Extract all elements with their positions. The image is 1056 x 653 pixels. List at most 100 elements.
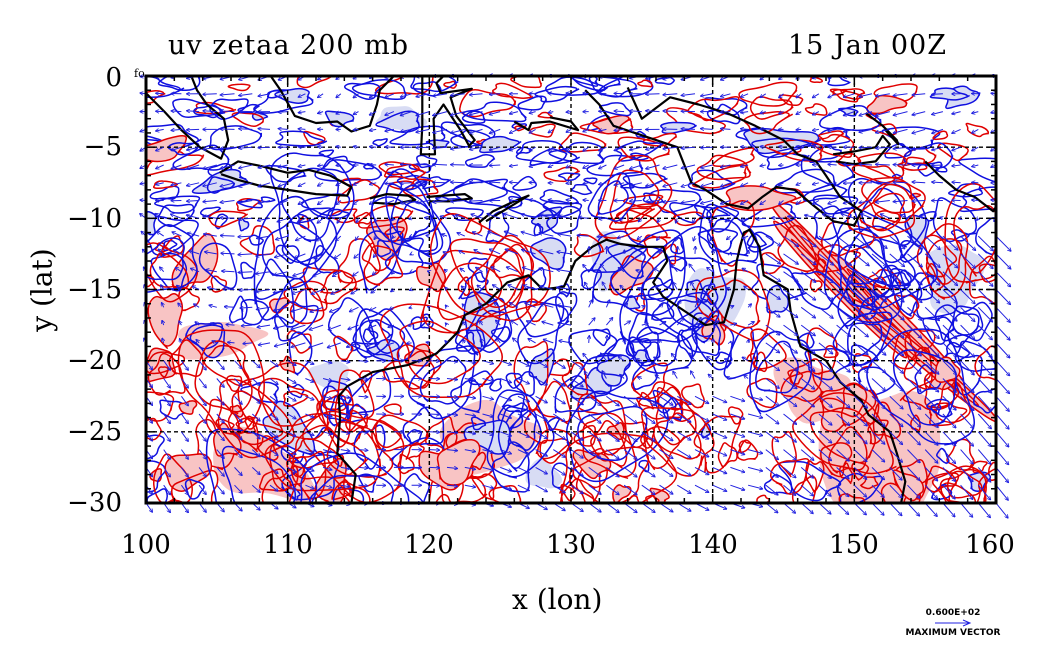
wind-vector [287,484,296,490]
wind-vector [694,431,709,439]
wind-vector [548,165,554,167]
wind-vector [269,395,278,402]
wind-vector [663,147,678,149]
wind-vector [779,93,784,98]
coastline-sulawesi [419,76,476,156]
wind-vector [318,165,324,166]
wind-vector [425,218,430,219]
wind-vector [322,431,332,435]
wind-vector [893,94,908,96]
wind-vector [429,450,439,451]
positive-vorticity-contour [484,248,526,309]
wind-vector [392,254,394,256]
wind-vector [180,413,188,424]
wind-vector [932,94,943,95]
wind-vector [741,112,749,113]
wind-vector [748,304,751,307]
wind-vector [274,324,288,328]
negative-vorticity-contour [513,371,535,397]
wind-vector [748,339,749,343]
negative-vorticity-contour [666,291,720,338]
wind-vector [204,234,217,237]
wind-vector [496,320,501,326]
wind-vector [521,232,536,237]
positive-vorticity-contour [940,482,977,503]
wind-vector [309,324,324,330]
wind-vector [220,94,235,95]
wind-vector [479,303,483,308]
wind-vector [358,379,368,380]
wind-vector [258,129,271,130]
wind-vector [178,303,182,308]
negative-vorticity-contour [512,175,537,191]
wind-vector [429,467,439,468]
wind-vector [180,484,188,495]
x-tick-label: 120 [404,530,454,560]
negative-vorticity-contour [425,139,450,148]
wind-vector [446,485,458,486]
wind-vector [730,413,744,419]
wind-vector [316,235,324,241]
wind-vector [694,413,709,421]
wind-vector [389,307,395,309]
wind-vector [416,147,430,148]
wind-vector [388,325,395,327]
wind-vector [305,378,314,383]
wind-vector [509,303,519,308]
wind-vector [671,354,678,362]
wind-vector [238,272,253,273]
wind-vector [637,235,643,239]
positive-vorticity-contour [712,147,755,167]
negative-vorticity-contour [827,76,851,87]
wind-vector [180,339,182,344]
positive-vorticity-contour [289,287,325,325]
wind-vector [387,343,395,345]
wind-vector [583,183,589,184]
negative-vorticity-contour [419,355,467,405]
wind-vector [659,431,673,441]
negative-vorticity-contour [254,258,295,324]
wind-vector [370,306,377,310]
wind-vector [239,94,253,96]
wind-vector [358,450,368,451]
negative-vorticity-contour [455,331,475,352]
negative-vorticity-contour [408,345,476,420]
coastline-sumatra [146,76,230,160]
wind-vector [161,285,164,290]
wind-vector [828,164,837,165]
wind-vector [694,318,701,326]
wind-vector [251,484,260,492]
wind-vector [278,182,288,187]
wind-vector [298,200,306,205]
wind-vector [952,128,961,133]
negative-vorticity-contour [952,301,993,342]
wind-vector [760,147,766,148]
wind-vector [446,414,458,415]
wind-vector [623,431,637,442]
wind-vector [557,270,572,273]
wind-vector [726,288,731,290]
wind-vector [853,502,866,515]
wind-vector [489,146,501,150]
wind-vector [353,112,359,115]
positive-vorticity-contour [965,122,990,138]
wind-vector [336,183,342,186]
wind-vector [366,342,377,346]
wind-vector [318,112,324,114]
wind-vector [463,322,465,325]
wind-vector [331,289,342,295]
positive-vorticity-contour [695,269,771,342]
negative-vorticity-contour [929,87,970,101]
wind-vector [539,233,554,237]
wind-vector [446,432,458,433]
negative-vorticity-contour [751,137,816,159]
wind-vector [353,271,359,276]
wind-vector [570,484,583,494]
max-vector-value: 0.600E+02 [925,608,981,618]
negative-vorticity-contour [275,130,328,147]
wind-vector [305,395,314,400]
wind-vector [464,450,476,452]
wind-vector [566,200,572,201]
positive-vorticity-contour [261,465,299,503]
wind-vector [275,253,288,257]
